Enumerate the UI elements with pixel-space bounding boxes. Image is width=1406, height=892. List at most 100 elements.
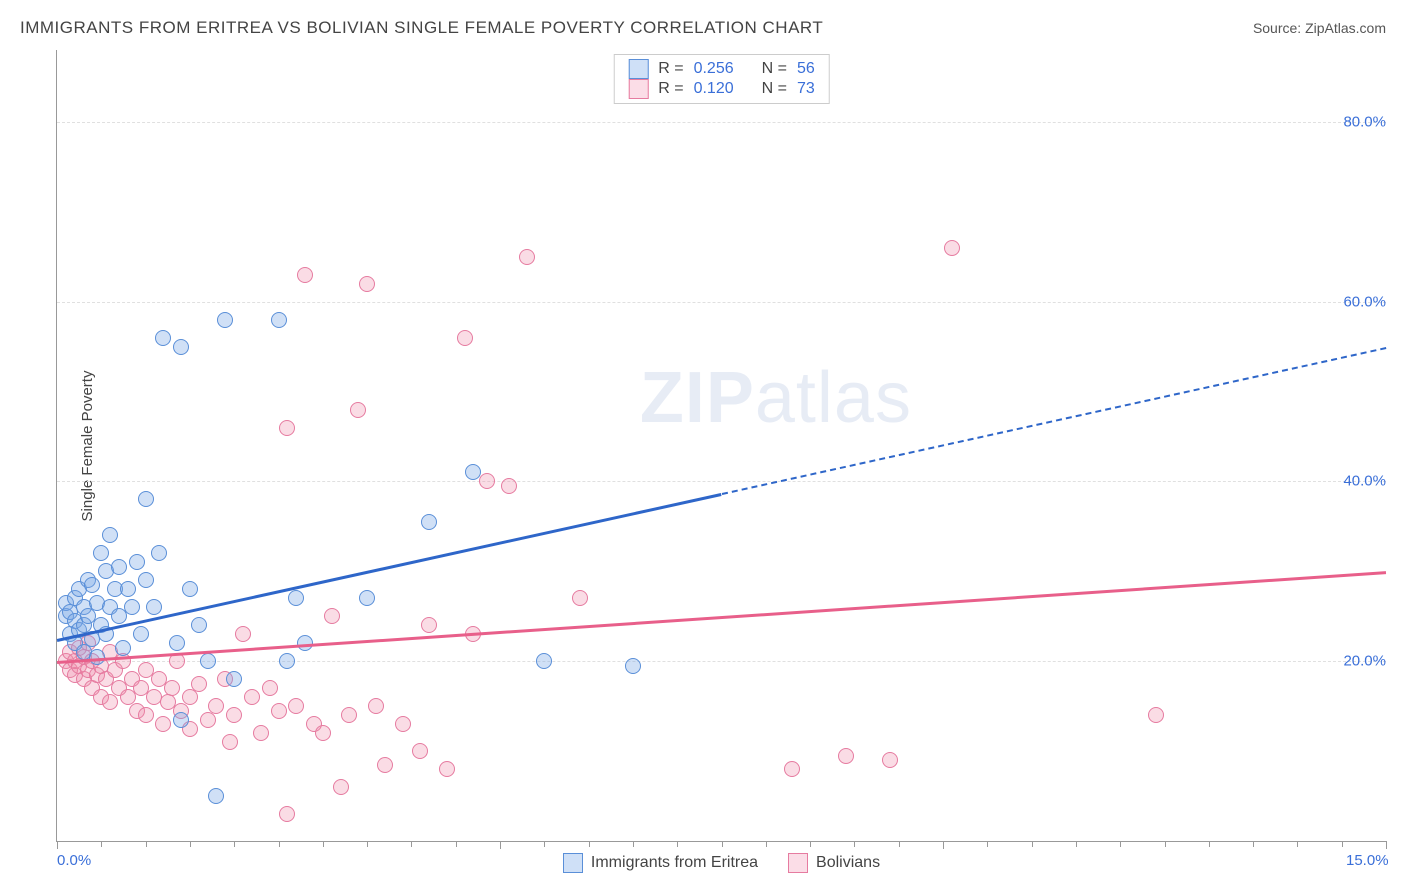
n-label: N =	[762, 80, 787, 98]
data-point	[359, 590, 375, 606]
x-minor-tick	[987, 841, 988, 847]
data-point	[288, 590, 304, 606]
gridline-h	[57, 302, 1386, 303]
data-point	[838, 748, 854, 764]
gridline-h	[57, 481, 1386, 482]
x-minor-tick	[190, 841, 191, 847]
data-point	[324, 608, 340, 624]
r-label: R =	[658, 60, 683, 78]
watermark-light: atlas	[755, 358, 912, 438]
data-point	[421, 617, 437, 633]
data-point	[271, 312, 287, 328]
source-label: Source:	[1253, 20, 1305, 36]
chart-title: IMMIGRANTS FROM ERITREA VS BOLIVIAN SING…	[20, 18, 823, 38]
data-point	[102, 527, 118, 543]
data-point	[288, 698, 304, 714]
source-name: ZipAtlas.com	[1305, 20, 1386, 36]
data-point	[138, 491, 154, 507]
series-legend: Immigrants from Eritrea Bolivians	[57, 853, 1386, 873]
legend-item-eritrea: Immigrants from Eritrea	[563, 853, 758, 873]
legend-swatch-bolivians	[628, 79, 648, 99]
n-value-bolivians: 73	[797, 80, 815, 98]
x-minor-tick	[1032, 841, 1033, 847]
x-minor-tick	[1120, 841, 1121, 847]
x-minor-tick	[1342, 841, 1343, 847]
data-point	[124, 599, 140, 615]
data-point	[536, 653, 552, 669]
data-point	[129, 554, 145, 570]
data-point	[226, 707, 242, 723]
x-minor-tick	[367, 841, 368, 847]
legend-swatch-eritrea	[628, 59, 648, 79]
data-point	[155, 716, 171, 732]
x-tick-label: 15.0%	[1346, 852, 1389, 869]
x-minor-tick	[1076, 841, 1077, 847]
data-point	[439, 761, 455, 777]
x-minor-tick	[766, 841, 767, 847]
legend-swatch-bolivians	[788, 853, 808, 873]
plot-area: ZIPatlas R = 0.256 N = 56 R = 0.120 N = …	[56, 50, 1386, 842]
legend-item-bolivians: Bolivians	[788, 853, 880, 873]
data-point	[501, 478, 517, 494]
data-point	[93, 545, 109, 561]
x-minor-tick	[633, 841, 634, 847]
data-point	[572, 590, 588, 606]
data-point	[368, 698, 384, 714]
watermark: ZIPatlas	[640, 357, 912, 439]
r-value-eritrea: 0.256	[694, 60, 734, 78]
data-point	[200, 712, 216, 728]
data-point	[235, 626, 251, 642]
r-value-bolivians: 0.120	[694, 80, 734, 98]
x-minor-tick	[677, 841, 678, 847]
x-minor-tick	[1253, 841, 1254, 847]
x-minor-tick	[323, 841, 324, 847]
data-point	[84, 577, 100, 593]
x-tick	[500, 841, 501, 849]
data-point	[191, 676, 207, 692]
legend-label-bolivians: Bolivians	[816, 854, 880, 872]
x-minor-tick	[589, 841, 590, 847]
watermark-bold: ZIP	[640, 358, 755, 438]
data-point	[350, 402, 366, 418]
data-point	[359, 276, 375, 292]
data-point	[226, 671, 242, 687]
data-point	[146, 599, 162, 615]
data-point	[395, 716, 411, 732]
r-label: R =	[658, 80, 683, 98]
data-point	[279, 420, 295, 436]
x-minor-tick	[1209, 841, 1210, 847]
x-minor-tick	[411, 841, 412, 847]
data-point	[191, 617, 207, 633]
y-tick-label: 80.0%	[1343, 113, 1388, 130]
gridline-h	[57, 661, 1386, 662]
data-point	[217, 312, 233, 328]
n-value-eritrea: 56	[797, 60, 815, 78]
data-point	[208, 788, 224, 804]
y-tick-label: 60.0%	[1343, 293, 1388, 310]
y-tick-label: 20.0%	[1343, 653, 1388, 670]
data-point	[882, 752, 898, 768]
data-point	[169, 635, 185, 651]
data-point	[421, 514, 437, 530]
data-point	[120, 581, 136, 597]
data-point	[457, 330, 473, 346]
data-point	[115, 640, 131, 656]
x-minor-tick	[544, 841, 545, 847]
data-point	[262, 680, 278, 696]
legend-swatch-eritrea	[563, 853, 583, 873]
data-point	[333, 779, 349, 795]
correlation-legend: R = 0.256 N = 56 R = 0.120 N = 73	[613, 54, 830, 104]
data-point	[173, 339, 189, 355]
data-point	[138, 572, 154, 588]
trend-line	[57, 493, 722, 642]
data-point	[138, 707, 154, 723]
source-attribution: Source: ZipAtlas.com	[1253, 20, 1386, 36]
x-tick-label: 0.0%	[57, 852, 91, 869]
data-point	[271, 703, 287, 719]
chart-header: IMMIGRANTS FROM ERITREA VS BOLIVIAN SING…	[20, 18, 1386, 38]
x-minor-tick	[234, 841, 235, 847]
gridline-h	[57, 122, 1386, 123]
data-point	[102, 694, 118, 710]
data-point	[111, 559, 127, 575]
x-minor-tick	[279, 841, 280, 847]
